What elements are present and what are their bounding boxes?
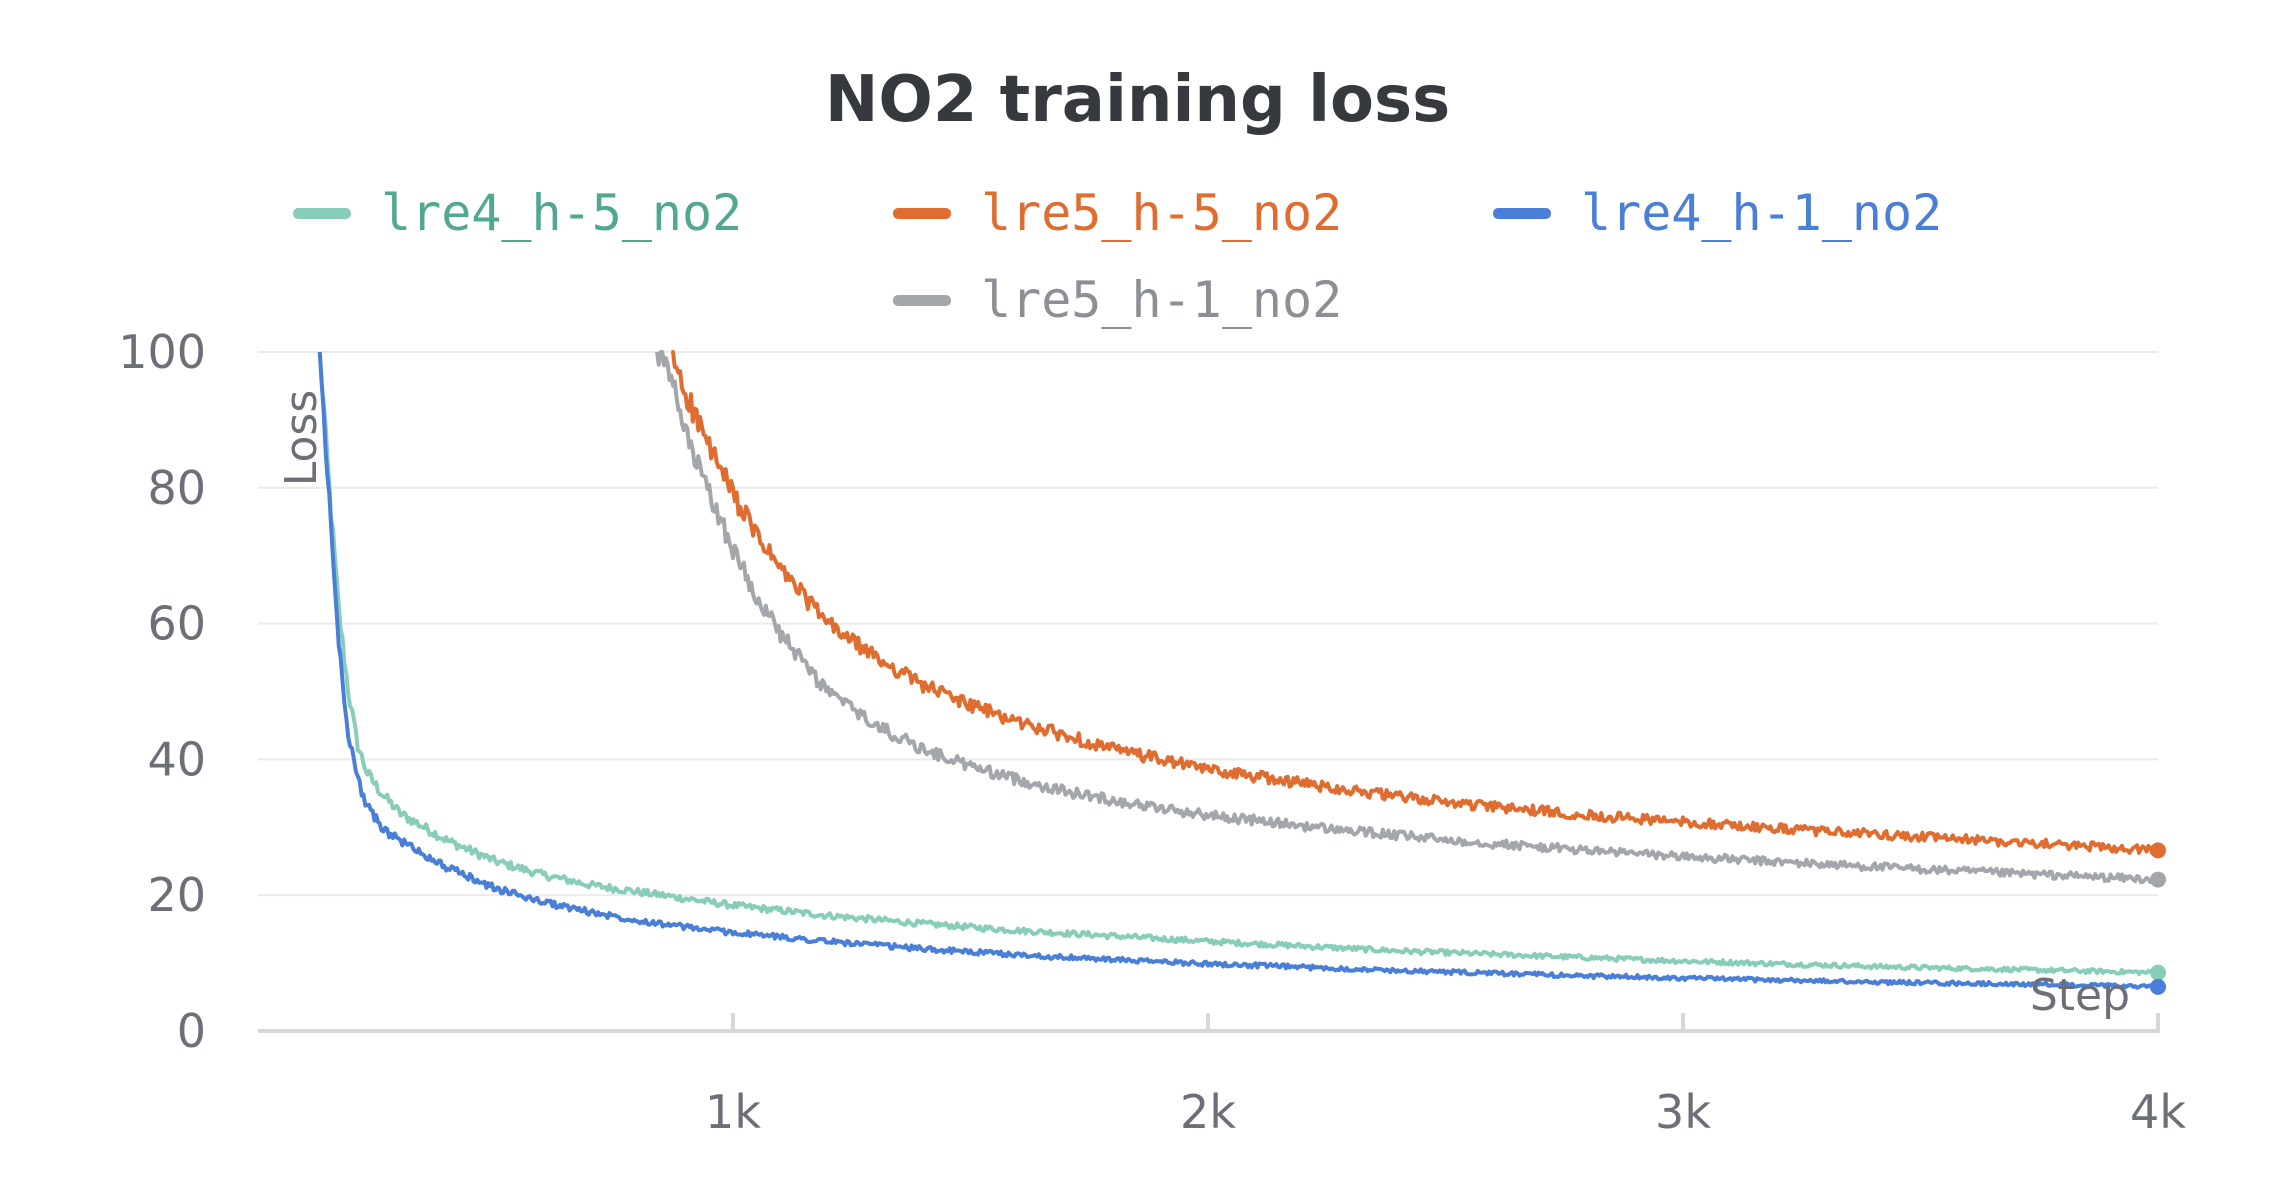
series-end-point-lre4_h-5_no2 — [2150, 964, 2166, 981]
y-tick-label-80: 80 — [147, 461, 206, 515]
legend-item-2[interactable]: lre4_h-1_no2 — [1493, 178, 1942, 248]
series-end-point-lre5_h-5_no2 — [2150, 842, 2166, 859]
y-tick-label-0: 0 — [177, 1004, 206, 1058]
y-axis-title: Loss — [276, 390, 327, 487]
chart-title: NO2 training loss — [824, 63, 1451, 137]
x-tick-label-3k: 3k — [1655, 1085, 1711, 1139]
legend-item-3[interactable]: lre5_h-1_no2 — [893, 265, 1342, 335]
legend-label-0: lre4_h-5_no2 — [381, 184, 743, 242]
x-axis: 1k 2k 3k 4k — [258, 1013, 2186, 1139]
legend-swatch-2 — [1493, 207, 1551, 219]
y-tick-label-100: 100 — [118, 325, 206, 379]
legend-label-3: lre5_h-1_no2 — [981, 271, 1343, 329]
series-line-lre5_h-1_no2 — [655, 350, 2159, 885]
legend-label-1: lre5_h-5_no2 — [981, 184, 1343, 242]
y-tick-label-60: 60 — [147, 597, 206, 651]
x-axis-title: Step — [2030, 970, 2130, 1021]
legend: lre4_h-5_no2 lre5_h-5_no2 lre4_h-1_no2 l… — [0, 170, 2275, 340]
series-lines — [317, 350, 2166, 995]
series-line-lre4_h-1_no2 — [317, 351, 2160, 991]
gridlines — [258, 351, 2158, 897]
series-end-point-lre4_h-1_no2 — [2150, 978, 2166, 995]
y-axis: 0 20 40 60 80 100 — [118, 325, 206, 1058]
legend-item-1[interactable]: lre5_h-5_no2 — [893, 178, 1342, 248]
x-tick-label-2k: 2k — [1180, 1085, 1236, 1139]
x-tick-label-4k: 4k — [2130, 1085, 2186, 1139]
legend-swatch-1 — [893, 207, 951, 219]
x-tick-label-1k: 1k — [705, 1085, 761, 1139]
legend-label-2: lre4_h-1_no2 — [1581, 184, 1943, 242]
legend-item-0[interactable]: lre4_h-5_no2 — [293, 178, 742, 248]
y-tick-label-40: 40 — [147, 732, 206, 786]
series-end-point-lre5_h-1_no2 — [2150, 871, 2166, 888]
series-line-lre4_h-5_no2 — [317, 351, 2160, 977]
legend-swatch-0 — [293, 207, 351, 219]
y-tick-label-20: 20 — [147, 868, 206, 922]
series-line-lre5_h-5_no2 — [671, 350, 2160, 856]
legend-swatch-3 — [893, 294, 951, 306]
